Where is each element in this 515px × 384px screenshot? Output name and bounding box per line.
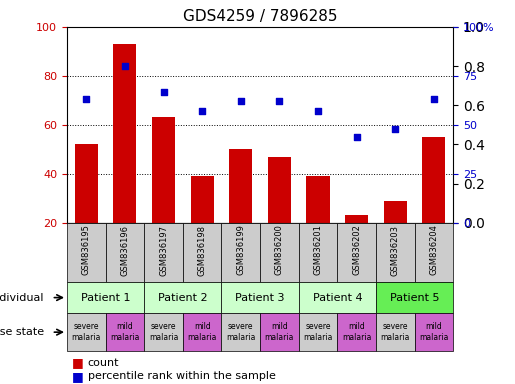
Point xyxy=(391,126,400,132)
Bar xyxy=(415,313,453,351)
Text: GSM836202: GSM836202 xyxy=(352,225,361,275)
Bar xyxy=(106,313,144,351)
Text: mild
malaria: mild malaria xyxy=(110,323,140,342)
Text: severe
malaria: severe malaria xyxy=(226,323,255,342)
Point xyxy=(352,134,360,140)
Text: Patient 1: Patient 1 xyxy=(81,293,130,303)
Text: severe
malaria: severe malaria xyxy=(149,323,178,342)
Text: GSM836195: GSM836195 xyxy=(82,225,91,275)
Text: GSM836196: GSM836196 xyxy=(121,225,129,275)
Bar xyxy=(260,313,299,351)
Bar xyxy=(67,282,144,313)
Text: disease state: disease state xyxy=(0,327,44,337)
Bar xyxy=(422,137,445,223)
Bar xyxy=(306,176,330,223)
Point xyxy=(275,98,283,104)
Point xyxy=(121,63,129,69)
Bar xyxy=(345,215,368,223)
Text: severe
malaria: severe malaria xyxy=(303,323,333,342)
Bar xyxy=(376,223,415,282)
Point xyxy=(314,108,322,114)
Point xyxy=(198,108,206,114)
Bar xyxy=(268,157,291,223)
Point xyxy=(236,98,245,104)
Text: individual: individual xyxy=(0,293,44,303)
Text: ■: ■ xyxy=(72,356,84,369)
Text: Patient 5: Patient 5 xyxy=(390,293,439,303)
Bar xyxy=(221,282,299,313)
Bar xyxy=(299,223,337,282)
Bar xyxy=(191,176,214,223)
Text: mild
malaria: mild malaria xyxy=(419,323,449,342)
Text: count: count xyxy=(88,358,119,368)
Bar xyxy=(144,223,183,282)
Text: GSM836203: GSM836203 xyxy=(391,225,400,275)
Text: mild
malaria: mild malaria xyxy=(265,323,294,342)
Bar xyxy=(376,313,415,351)
Text: Patient 2: Patient 2 xyxy=(158,293,208,303)
Bar xyxy=(152,118,175,223)
Text: GSM836198: GSM836198 xyxy=(198,225,207,275)
Text: ■: ■ xyxy=(72,370,84,383)
Text: percentile rank within the sample: percentile rank within the sample xyxy=(88,371,276,381)
Bar xyxy=(183,313,221,351)
Title: GDS4259 / 7896285: GDS4259 / 7896285 xyxy=(183,9,337,24)
Bar xyxy=(183,223,221,282)
Text: GSM836197: GSM836197 xyxy=(159,225,168,275)
Bar xyxy=(415,223,453,282)
Bar xyxy=(144,313,183,351)
Text: severe
malaria: severe malaria xyxy=(72,323,101,342)
Text: Patient 4: Patient 4 xyxy=(313,293,362,303)
Text: GSM836200: GSM836200 xyxy=(275,225,284,275)
Text: GSM836204: GSM836204 xyxy=(430,225,438,275)
Bar xyxy=(260,223,299,282)
Point xyxy=(159,88,167,94)
Bar xyxy=(67,223,106,282)
Text: GSM836201: GSM836201 xyxy=(314,225,322,275)
Text: Patient 3: Patient 3 xyxy=(235,293,285,303)
Text: mild
malaria: mild malaria xyxy=(187,323,217,342)
Bar xyxy=(337,313,376,351)
Point xyxy=(82,96,91,103)
Point xyxy=(430,96,438,103)
Bar xyxy=(337,223,376,282)
Bar xyxy=(144,282,221,313)
Bar xyxy=(229,149,252,223)
Bar xyxy=(299,313,337,351)
Bar xyxy=(106,223,144,282)
Bar xyxy=(75,144,98,223)
Bar xyxy=(376,282,453,313)
Bar xyxy=(113,44,136,223)
Text: mild
malaria: mild malaria xyxy=(342,323,371,342)
Bar xyxy=(384,201,407,223)
Bar xyxy=(221,313,260,351)
Text: severe
malaria: severe malaria xyxy=(381,323,410,342)
Bar xyxy=(299,282,376,313)
Text: GSM836199: GSM836199 xyxy=(236,225,245,275)
Bar xyxy=(221,223,260,282)
Bar xyxy=(67,313,106,351)
